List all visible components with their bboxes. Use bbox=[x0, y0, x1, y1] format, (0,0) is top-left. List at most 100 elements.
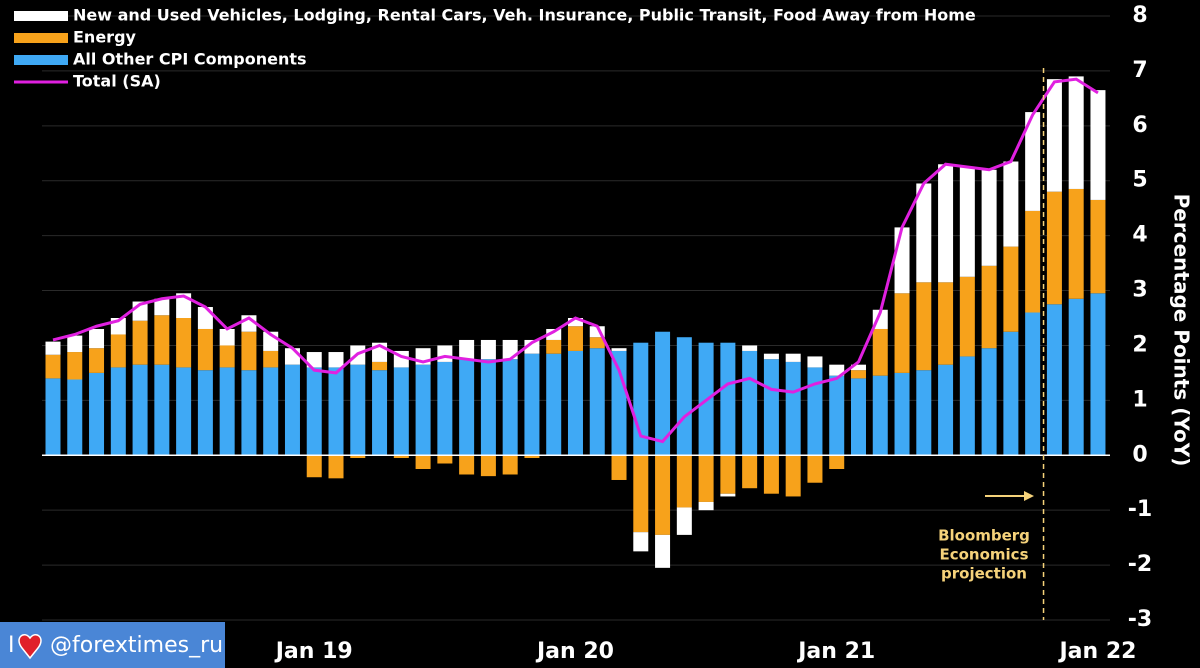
bar-segment bbox=[306, 367, 322, 456]
bar-segment bbox=[524, 455, 540, 459]
bar-segment bbox=[67, 352, 83, 380]
bar-segment bbox=[850, 378, 866, 456]
bar-segment bbox=[219, 367, 235, 456]
bar-segment bbox=[655, 534, 671, 568]
bar-segment bbox=[524, 339, 540, 354]
bar-segment bbox=[546, 328, 562, 340]
bar-segment bbox=[698, 501, 714, 511]
bar-segment bbox=[219, 345, 235, 368]
bar-segment bbox=[328, 367, 344, 456]
y-tick-label: 4 bbox=[1132, 223, 1147, 248]
bar-segment bbox=[1003, 161, 1019, 247]
bar-segment bbox=[655, 455, 671, 535]
bar-segment bbox=[1046, 79, 1062, 192]
bar-segment bbox=[785, 455, 801, 497]
y-tick-label: 7 bbox=[1132, 58, 1147, 83]
bar-segment bbox=[1025, 312, 1041, 456]
bar-segment bbox=[807, 356, 823, 368]
bar-segment bbox=[459, 455, 475, 475]
legend-label: Energy bbox=[73, 28, 137, 47]
bar-segment bbox=[1090, 199, 1106, 294]
bar-segment bbox=[981, 265, 997, 349]
bar-segment bbox=[589, 326, 605, 338]
bar-segment bbox=[459, 339, 475, 360]
bar-segment bbox=[981, 348, 997, 456]
bar-segment bbox=[611, 455, 627, 480]
bar-segment bbox=[1025, 210, 1041, 313]
bar-segment bbox=[633, 455, 649, 533]
bar-segment bbox=[110, 367, 126, 456]
bar-segment bbox=[263, 350, 279, 368]
bar-segment bbox=[894, 372, 910, 456]
bar-segment bbox=[306, 455, 322, 478]
bar-segment bbox=[45, 378, 61, 456]
bar-segment bbox=[1003, 331, 1019, 456]
bar-segment bbox=[546, 339, 562, 354]
x-tick-label: Jan 20 bbox=[535, 639, 614, 664]
bar-segment bbox=[785, 361, 801, 456]
y-tick-label: 3 bbox=[1132, 278, 1147, 303]
bar-segment bbox=[546, 353, 562, 456]
bar-segment bbox=[676, 507, 692, 535]
bar-segment bbox=[1090, 293, 1106, 456]
bar-segment bbox=[284, 348, 300, 365]
bar-segment bbox=[894, 293, 910, 373]
bar-segment bbox=[89, 348, 105, 373]
bar-segment bbox=[284, 364, 300, 456]
bar-segment bbox=[850, 364, 866, 371]
bar-segment bbox=[480, 339, 496, 360]
legend-swatch bbox=[14, 55, 68, 65]
bar-segment bbox=[567, 326, 583, 351]
bar-segment bbox=[589, 348, 605, 456]
bar-segment bbox=[437, 455, 453, 464]
bar-segment bbox=[154, 298, 170, 316]
bar-segment bbox=[720, 342, 736, 456]
y-tick-label: -3 bbox=[1128, 607, 1152, 632]
bar-segment bbox=[959, 167, 975, 277]
bar-segment bbox=[763, 455, 779, 494]
bar-segment bbox=[197, 370, 213, 456]
bar-segment bbox=[1068, 76, 1084, 189]
bar-segment bbox=[154, 364, 170, 456]
bar-segment bbox=[415, 455, 431, 469]
bar-segment bbox=[263, 367, 279, 456]
bar-segment bbox=[938, 164, 954, 283]
bar-segment bbox=[110, 334, 126, 368]
bar-segment bbox=[567, 318, 583, 327]
bar-segment bbox=[872, 328, 888, 376]
legend-label: All Other CPI Components bbox=[73, 50, 307, 69]
bar-segment bbox=[524, 353, 540, 456]
bar-segment bbox=[698, 455, 714, 502]
bar-segment bbox=[655, 331, 671, 456]
bar-segment bbox=[1046, 191, 1062, 305]
bar-segment bbox=[1046, 304, 1062, 456]
bar-segment bbox=[829, 364, 845, 376]
bar-segment bbox=[176, 367, 192, 456]
bar-segment bbox=[872, 375, 888, 456]
bar-segment bbox=[916, 282, 932, 371]
bar-segment bbox=[959, 276, 975, 357]
bar-segment bbox=[567, 350, 583, 456]
bar-segment bbox=[241, 331, 257, 371]
y-tick-label: 2 bbox=[1132, 332, 1147, 357]
bar-segment bbox=[393, 455, 409, 459]
heart-icon bbox=[18, 634, 42, 660]
bar-segment bbox=[306, 352, 322, 368]
total-line bbox=[52, 77, 1099, 444]
legend-label: Total (SA) bbox=[73, 72, 161, 91]
y-tick-label: 6 bbox=[1132, 113, 1147, 138]
bar-segment bbox=[589, 337, 605, 349]
bar-segment bbox=[372, 361, 388, 371]
bar-segment bbox=[807, 367, 823, 456]
bar-segment bbox=[938, 282, 954, 365]
bar-segment bbox=[437, 361, 453, 456]
bar-segment bbox=[959, 356, 975, 456]
bar-segment bbox=[502, 455, 518, 475]
bar-segment bbox=[785, 353, 801, 362]
bar-segment bbox=[45, 354, 61, 379]
bar-segment bbox=[393, 367, 409, 456]
bar-segment bbox=[154, 315, 170, 365]
watermark-text: @forextimes_ru bbox=[50, 633, 223, 658]
bar-segment bbox=[176, 318, 192, 368]
